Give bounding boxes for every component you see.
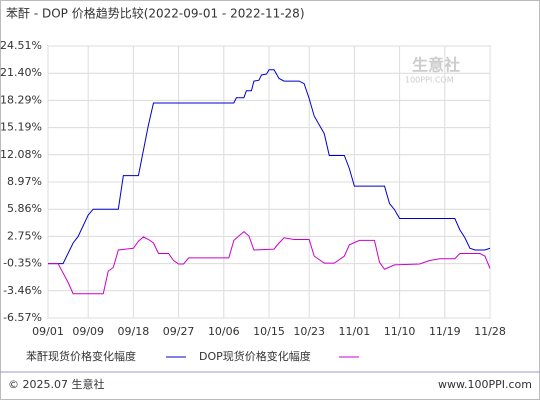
y-tick-label: 12.08%	[0, 148, 42, 161]
x-tick-label: 09/18	[118, 325, 150, 338]
x-tick-label: 11/28	[474, 325, 506, 338]
y-tick-label: -0.35%	[3, 257, 42, 270]
footer-left: © 2025.07 生意社	[8, 377, 104, 391]
series-line	[48, 69, 491, 265]
y-tick-label: 21.40%	[0, 66, 42, 79]
x-tick-label: 10/06	[208, 325, 240, 338]
x-tick-label: 09/01	[32, 325, 64, 338]
y-tick-label: 8.97%	[7, 175, 42, 188]
footer-right: www.100PPI.com	[438, 378, 532, 391]
y-tick-label: 18.29%	[0, 93, 42, 106]
y-tick-label: 2.75%	[7, 229, 42, 242]
legend-label: DOP现货价格变化幅度	[199, 349, 311, 363]
x-tick-label: 10/23	[293, 325, 325, 338]
y-tick-label: -6.57%	[3, 311, 42, 324]
chart-title: 苯酐 - DOP 价格趋势比较(2022-09-01 - 2022-11-28)	[6, 6, 305, 21]
y-tick-label: 15.19%	[0, 121, 42, 134]
x-tick-label: 11/19	[429, 325, 461, 338]
legend-label: 苯酐现货价格变化幅度	[26, 349, 136, 363]
x-tick-label: 09/09	[72, 325, 104, 338]
x-tick-label: 10/15	[253, 325, 285, 338]
y-tick-label: 24.51%	[0, 39, 42, 52]
watermark-site: 100PPI.COM	[405, 76, 454, 85]
x-tick-label: 11/01	[339, 325, 371, 338]
x-tick-label: 11/10	[384, 325, 416, 338]
y-tick-label: -3.46%	[3, 284, 42, 297]
series-line	[48, 230, 491, 295]
y-tick-label: 5.86%	[7, 202, 42, 215]
watermark-name: 生意社	[412, 56, 460, 75]
x-tick-label: 09/27	[163, 325, 195, 338]
